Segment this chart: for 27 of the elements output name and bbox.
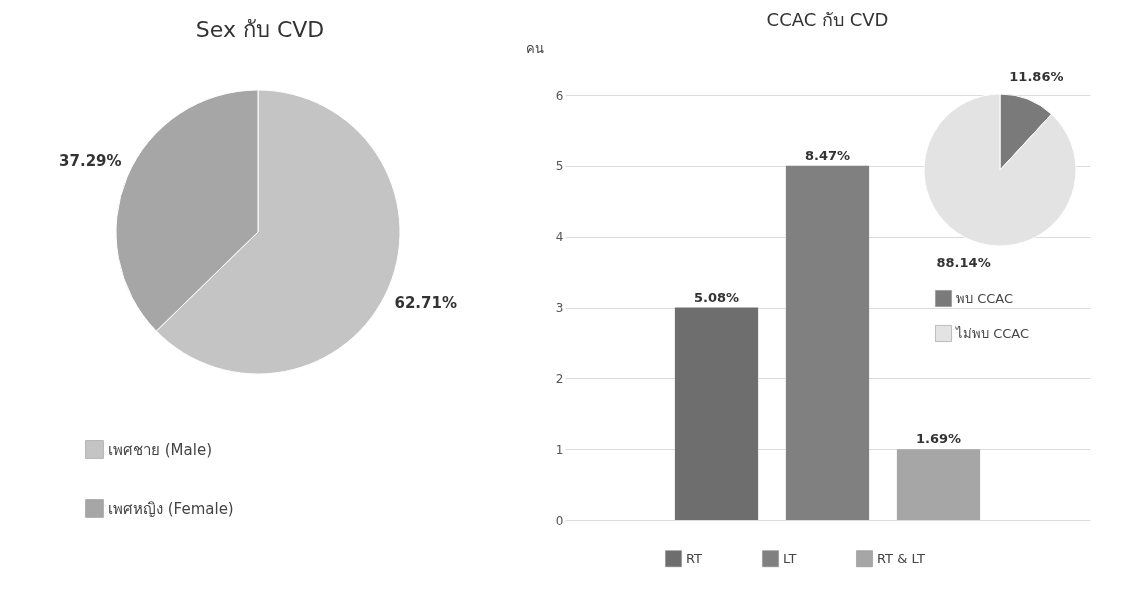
bar (785, 165, 870, 520)
y-tick-label: 5 (555, 159, 564, 174)
y-tick-label: 4 (555, 230, 564, 245)
legend-label: ไม่พบ CCAC (955, 325, 1030, 341)
bar (674, 307, 759, 520)
y-tick-label: 3 (555, 301, 564, 315)
data-label: 88.14% (936, 255, 991, 271)
annotation: 8.47% (804, 147, 851, 163)
y-tick-label: 6 (555, 88, 564, 103)
y-tick-label: 1 (555, 442, 564, 457)
annotation: 5.08% (693, 289, 740, 305)
category-label: LT (783, 550, 797, 566)
legend-label: พบ CCAC (956, 290, 1014, 306)
legend-label: เพศหญิง (Female) (108, 499, 234, 518)
y-axis-title: คน (525, 40, 544, 56)
bar (896, 449, 981, 520)
chart-title: CCAC กับ CVD (766, 9, 889, 30)
data-label: 11.86% (1009, 68, 1064, 84)
y-tick-label: 2 (555, 371, 564, 386)
annotation: 1.69% (915, 431, 962, 447)
data-label: 62.71% (394, 293, 457, 312)
chart-title: Sex กับ CVD (195, 17, 325, 42)
y-tick-label: 0 (555, 513, 564, 528)
category-label: RT (686, 550, 703, 566)
legend-label: เพศชาย (Male) (108, 440, 213, 459)
data-label: 37.29% (59, 152, 122, 171)
category-label: RT & LT (877, 550, 925, 566)
